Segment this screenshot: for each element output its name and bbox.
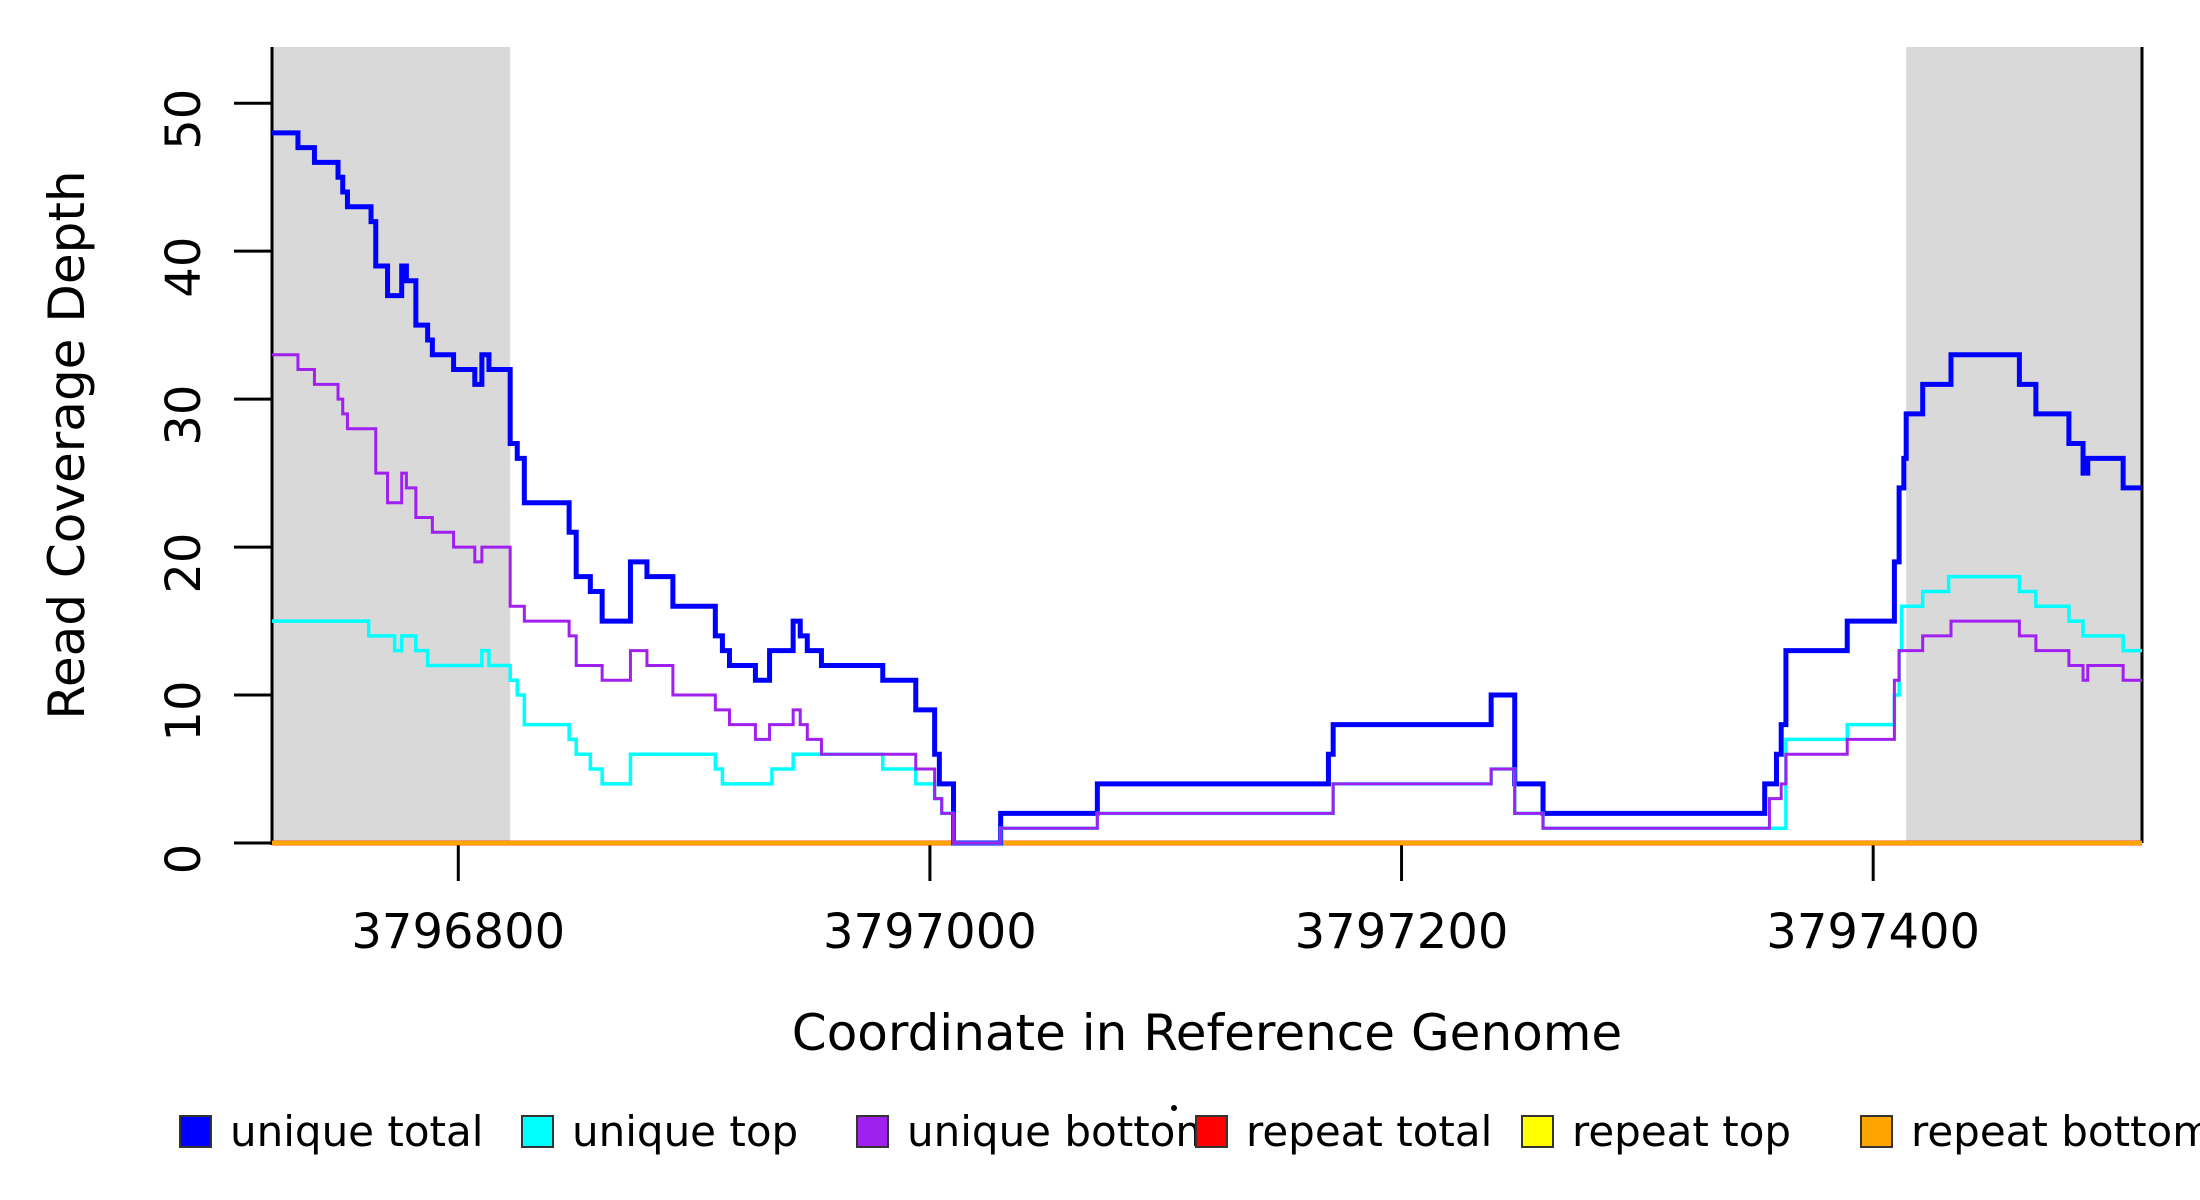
stray-dot bbox=[1171, 1105, 1177, 1111]
legend-label-repeat-bottom: repeat bottom bbox=[1911, 1107, 2200, 1156]
legend-swatch-unique-bottom bbox=[856, 1115, 889, 1148]
legend-swatch-repeat-top bbox=[1521, 1115, 1554, 1148]
x-axis-tick-label: 3797400 bbox=[1766, 904, 1980, 960]
y-axis-tick-label: 20 bbox=[156, 533, 212, 594]
y-axis-title: Read Coverage Depth bbox=[38, 170, 96, 719]
series-line-unique-bottom bbox=[272, 353, 2142, 845]
legend-swatch-repeat-bottom bbox=[1860, 1115, 1893, 1148]
x-axis-tick-label: 3797200 bbox=[1295, 904, 1509, 960]
x-axis-tick-label: 3796800 bbox=[351, 904, 565, 960]
legend-label-repeat-total: repeat total bbox=[1246, 1107, 1492, 1156]
legend-label-unique-bottom: unique bottom bbox=[907, 1107, 1216, 1156]
legend-swatch-repeat-total bbox=[1195, 1115, 1228, 1148]
y-axis-tick-label: 30 bbox=[156, 385, 212, 446]
shaded-region-0 bbox=[272, 47, 511, 843]
shaded-region-1 bbox=[1906, 47, 2142, 843]
y-axis-tick-label: 10 bbox=[156, 681, 212, 742]
y-axis-tick-label: 0 bbox=[156, 844, 212, 875]
series-line-unique-top bbox=[272, 574, 2142, 845]
legend-label-unique-top: unique top bbox=[572, 1107, 798, 1156]
legend-label-unique-total: unique total bbox=[230, 1107, 483, 1156]
y-axis-tick-label: 50 bbox=[156, 89, 212, 150]
series-line-unique-total bbox=[272, 130, 2142, 846]
x-axis-title: Coordinate in Reference Genome bbox=[792, 1004, 1622, 1062]
legend-label-repeat-top: repeat top bbox=[1572, 1107, 1791, 1156]
legend-swatch-unique-top bbox=[521, 1115, 554, 1148]
legend-swatch-unique-total bbox=[179, 1115, 212, 1148]
y-axis-tick-label: 40 bbox=[156, 237, 212, 298]
x-axis-tick-label: 3797000 bbox=[823, 904, 1037, 960]
